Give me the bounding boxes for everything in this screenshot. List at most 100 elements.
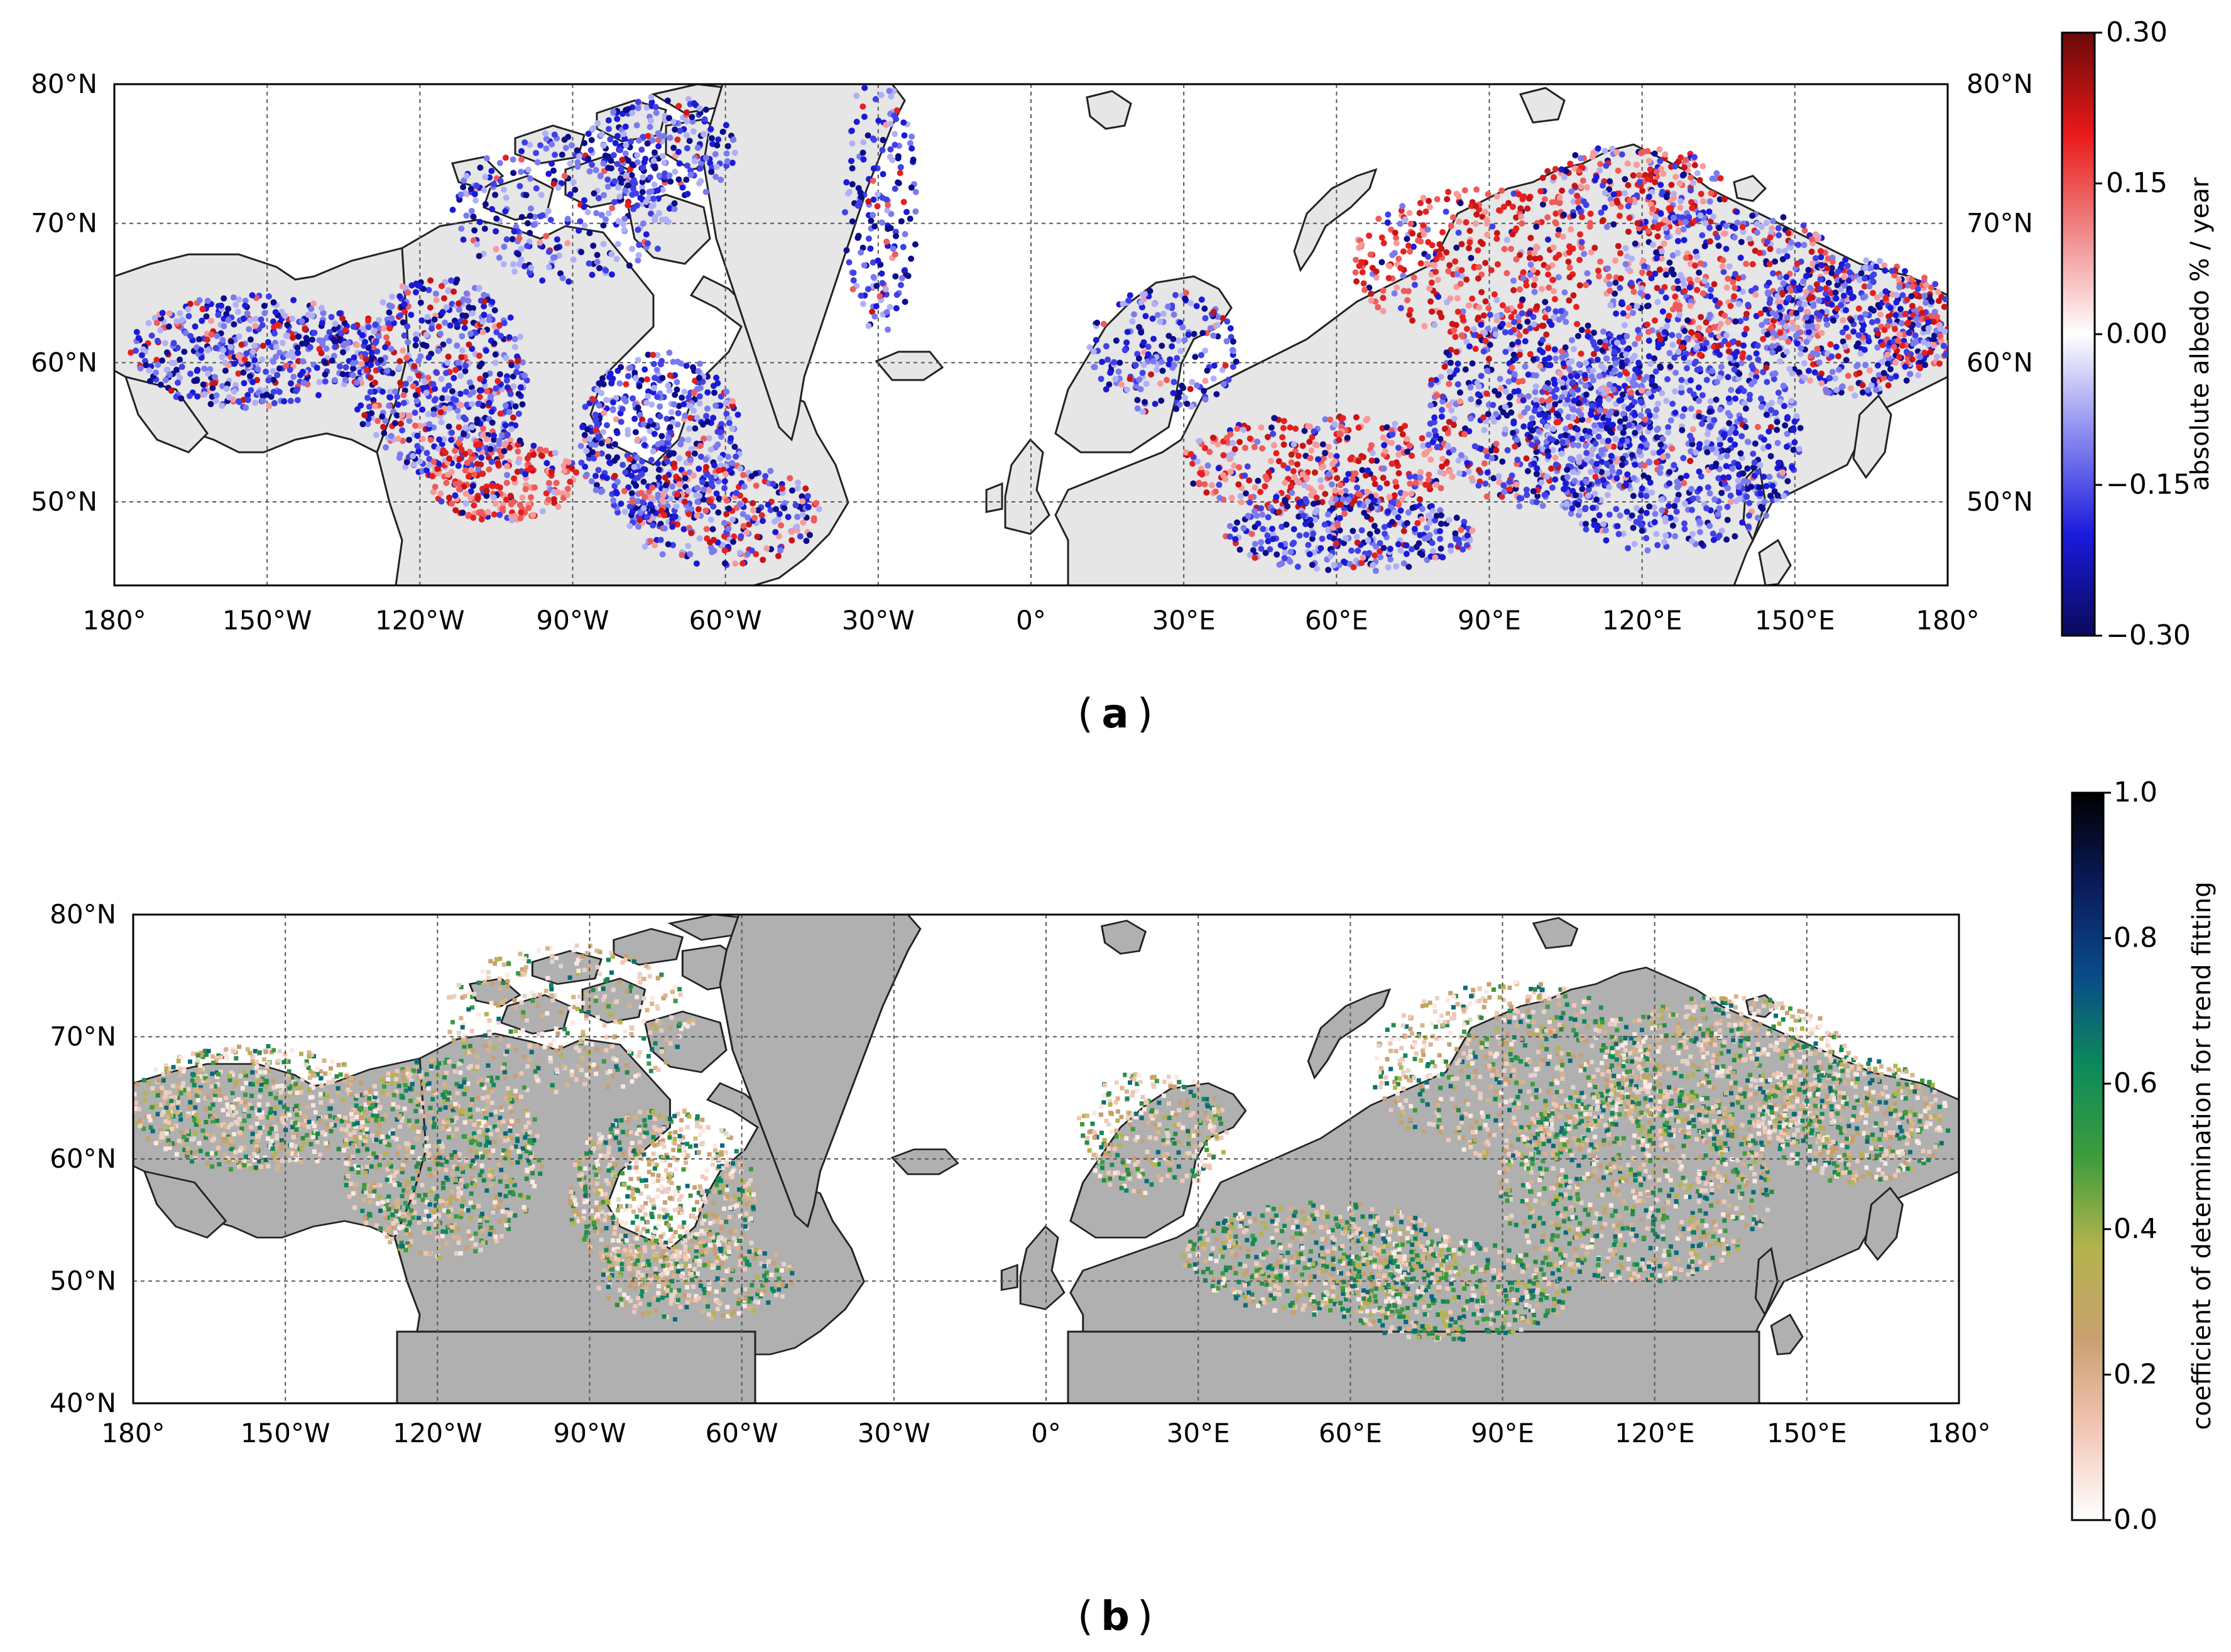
trend-point bbox=[1481, 427, 1488, 433]
trend-point bbox=[515, 357, 521, 364]
trend-point bbox=[1485, 356, 1492, 362]
trend-point bbox=[562, 144, 569, 151]
trend-point bbox=[884, 207, 891, 214]
trend-point bbox=[1600, 438, 1606, 445]
trend-point bbox=[1380, 295, 1387, 302]
trend-point bbox=[1348, 547, 1355, 554]
trend-point bbox=[605, 454, 612, 460]
trend-point bbox=[870, 165, 877, 172]
trend-point bbox=[1482, 259, 1489, 266]
trend-point bbox=[442, 319, 449, 326]
trend-point bbox=[225, 317, 232, 323]
trend-point bbox=[1371, 497, 1378, 504]
trend-point bbox=[1182, 290, 1189, 296]
trend-point bbox=[1566, 297, 1573, 304]
trend-point bbox=[1426, 204, 1433, 210]
trend-point bbox=[1449, 320, 1456, 327]
trend-point bbox=[259, 398, 266, 405]
trend-point bbox=[478, 470, 485, 477]
trend-point bbox=[1158, 397, 1165, 404]
trend-point bbox=[865, 235, 872, 242]
trend-point bbox=[1202, 347, 1209, 354]
trend-point bbox=[660, 491, 667, 498]
trend-point bbox=[648, 203, 655, 210]
trend-point bbox=[381, 430, 388, 437]
trend-point bbox=[1354, 484, 1360, 491]
trend-point bbox=[555, 503, 562, 510]
trend-point bbox=[633, 482, 640, 489]
trend-point bbox=[590, 125, 597, 131]
trend-point bbox=[1362, 472, 1369, 479]
trend-point bbox=[437, 330, 444, 337]
trend-point bbox=[241, 356, 248, 363]
trend-point bbox=[204, 347, 211, 354]
trend-point bbox=[469, 310, 476, 317]
trend-point bbox=[1533, 372, 1540, 379]
trend-point bbox=[1654, 541, 1661, 548]
trend-point bbox=[1321, 521, 1328, 528]
trend-point bbox=[1545, 306, 1552, 312]
trend-point bbox=[1439, 406, 1446, 413]
trend-point bbox=[900, 244, 907, 251]
trend-point bbox=[399, 411, 406, 418]
trend-point bbox=[1184, 400, 1191, 407]
trend-point bbox=[657, 403, 663, 410]
trend-point bbox=[1391, 492, 1398, 499]
trend-point bbox=[1202, 378, 1209, 384]
trend-point bbox=[1426, 471, 1432, 478]
trend-point bbox=[1160, 310, 1167, 317]
trend-point bbox=[1434, 276, 1441, 283]
trend-point bbox=[1196, 438, 1203, 445]
trend-point bbox=[1355, 491, 1362, 497]
trend-point bbox=[1299, 471, 1306, 478]
trend-point bbox=[623, 172, 630, 179]
trend-point bbox=[610, 152, 617, 158]
trend-point bbox=[652, 542, 658, 548]
trend-point bbox=[1227, 325, 1234, 332]
trend-point bbox=[1381, 524, 1388, 530]
trend-point bbox=[164, 349, 170, 356]
trend-point bbox=[1533, 223, 1540, 230]
trend-point bbox=[686, 425, 693, 432]
trend-point bbox=[1767, 492, 1774, 499]
trend-point bbox=[539, 508, 546, 514]
trend-point bbox=[634, 152, 641, 159]
trend-point bbox=[1524, 205, 1531, 212]
trend-point bbox=[455, 439, 462, 446]
trend-point bbox=[870, 196, 877, 203]
trend-point bbox=[1422, 209, 1429, 215]
trend-point bbox=[1231, 462, 1238, 469]
trend-point bbox=[499, 501, 506, 508]
trend-point bbox=[729, 160, 736, 166]
trend-point bbox=[1397, 547, 1404, 554]
trend-point bbox=[1520, 274, 1527, 281]
trend-point bbox=[502, 402, 509, 409]
trend-point bbox=[1466, 537, 1473, 544]
trend-point bbox=[1464, 542, 1470, 549]
trend-point bbox=[1461, 431, 1468, 438]
trend-point bbox=[1490, 475, 1497, 482]
trend-point bbox=[1270, 536, 1276, 543]
trend-point bbox=[1115, 368, 1122, 375]
trend-point bbox=[1431, 322, 1438, 329]
trend-point bbox=[1199, 330, 1206, 337]
trend-point bbox=[504, 472, 511, 479]
trend-point bbox=[404, 323, 411, 330]
trend-point bbox=[1301, 428, 1308, 434]
trend-point bbox=[1133, 383, 1140, 389]
trend-point bbox=[1260, 526, 1267, 533]
trend-point bbox=[242, 297, 249, 304]
trend-point bbox=[1343, 477, 1350, 484]
trend-point bbox=[669, 523, 676, 530]
trend-point bbox=[684, 145, 690, 151]
trend-point bbox=[212, 374, 219, 381]
trend-point bbox=[908, 145, 915, 152]
trend-point bbox=[682, 498, 688, 505]
trend-point bbox=[1738, 360, 1745, 367]
trend-point bbox=[635, 436, 641, 443]
trend-point bbox=[1482, 209, 1489, 215]
trend-point bbox=[212, 398, 219, 405]
trend-point bbox=[511, 335, 518, 342]
trend-point bbox=[861, 113, 868, 120]
